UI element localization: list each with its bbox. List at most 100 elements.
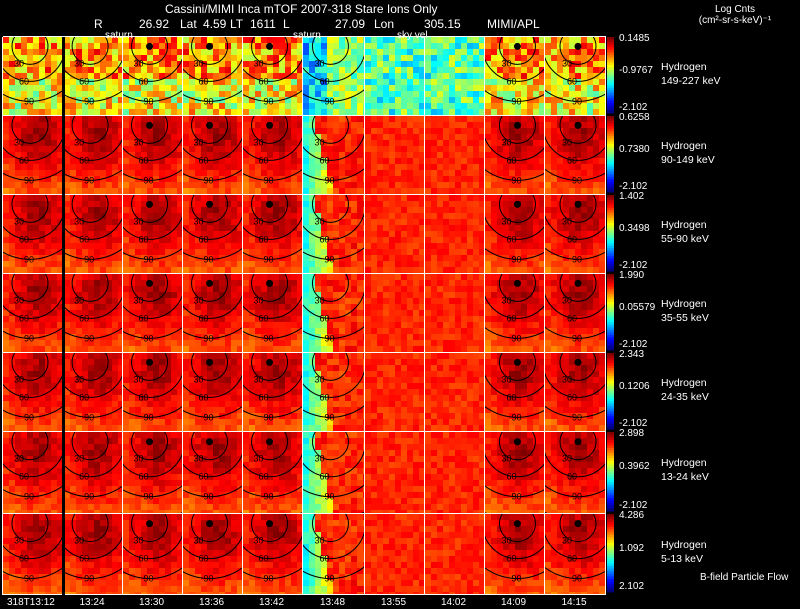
contour-label: 30: [194, 374, 204, 384]
contour-label: 90: [511, 492, 521, 502]
colorbar-step: [607, 579, 614, 583]
contour-label: 60: [79, 392, 89, 402]
colorbar-step: [607, 186, 614, 190]
colorbar-step: [607, 334, 614, 338]
colorbar-step: [607, 195, 614, 199]
x-tick-label-5: 13:48: [320, 597, 346, 608]
contour-label: 30: [501, 137, 511, 147]
contour-label: 60: [506, 155, 516, 165]
species-label-5: Hydrogen: [661, 457, 707, 469]
colorbar-step: [607, 403, 614, 407]
colorbar-step: [607, 164, 614, 168]
contour-label: 30: [74, 216, 84, 226]
colorbar-step: [607, 327, 614, 331]
heatmap-cell-r3-c2: [123, 274, 182, 352]
contour-label: 30: [134, 374, 144, 384]
colorbar-step: [607, 294, 614, 298]
colorbar-step: [607, 176, 614, 180]
contour-label: 60: [259, 76, 269, 86]
colorbar-step: [607, 521, 614, 525]
contour-label: 60: [567, 76, 577, 86]
colorbar-step: [607, 102, 614, 106]
species-label-2: Hydrogen: [661, 218, 707, 231]
contour-label: 60: [259, 472, 269, 482]
colorbar-step: [607, 200, 614, 204]
colorbar-step: [607, 445, 614, 449]
contour-label: 60: [139, 234, 149, 244]
colorbar-step: [607, 143, 614, 147]
heatmap-cell-r1-c3: [183, 116, 242, 194]
contour-label: 60: [139, 313, 149, 323]
contour-label: 90: [144, 574, 154, 584]
heatmap-cell-r5-c9: [545, 432, 605, 513]
colorbar-step: [607, 406, 614, 410]
colorbar-step: [607, 573, 614, 577]
heatmap-cell-r3-c6: [365, 274, 424, 352]
contour-label: 30: [74, 137, 84, 147]
colorbar-step: [607, 482, 614, 486]
contour-label: 90: [24, 254, 34, 264]
heatmap-cell-r1-c9: [545, 116, 605, 194]
colorbar-step: [607, 72, 614, 76]
x-tick-label-0: 318T13:12: [7, 597, 55, 608]
saturn-marker: [266, 42, 274, 50]
contour-label: 90: [84, 175, 94, 185]
contour-label: 90: [572, 96, 582, 106]
colorbar-step: [607, 263, 614, 267]
colorbar-step: [607, 439, 614, 444]
colorbar-step: [607, 146, 614, 150]
contour-label: 90: [511, 333, 521, 343]
colorbar-step: [607, 432, 614, 436]
colorbar-step: [607, 396, 614, 400]
contour-label: 60: [567, 155, 577, 165]
lt-value: 1611: [250, 17, 276, 31]
colorbar-step: [607, 42, 614, 46]
heatmap-cell-r0-c3: [183, 37, 242, 115]
colorbar-step: [607, 378, 614, 382]
colorbar-step: [607, 39, 614, 43]
contour-label: 60: [199, 313, 209, 323]
colorbar-step: [607, 540, 614, 544]
contour-label: 30: [194, 454, 204, 464]
column-separator: [62, 37, 65, 595]
saturn-marker: [146, 520, 154, 528]
colorbar-max-0: 0.1485: [619, 33, 650, 44]
colorbar-step: [607, 380, 614, 384]
colorbar-max-5: 2.898: [619, 428, 645, 439]
colorbar-step: [607, 189, 614, 193]
colorbar-step: [607, 52, 614, 56]
contour-label: 30: [194, 536, 204, 546]
contour-lines: [0, 0, 656, 602]
colorbar-step: [607, 375, 614, 379]
contour-label: 90: [264, 175, 274, 185]
contour-label: 30: [562, 58, 572, 68]
heatmap-cell-r2-c0: [3, 195, 63, 273]
contour-label: 90: [572, 492, 582, 502]
colorbar-step: [607, 365, 614, 369]
contour-label: 30: [74, 374, 84, 384]
colorbar-mid-3: 0.05579: [619, 301, 656, 313]
heatmap-cell-r2-c7: [425, 195, 484, 273]
contour-label: 60: [79, 313, 89, 323]
contour-label: 30: [501, 58, 511, 68]
colorbar-step: [607, 268, 614, 272]
colorbar-step: [607, 363, 614, 367]
colorbar-max-1: 0.6258: [619, 112, 650, 123]
contour-label: 30: [14, 216, 24, 226]
lon-label: Lon: [374, 17, 395, 31]
contour-label: 30: [501, 374, 511, 384]
colorbar-step: [607, 281, 614, 285]
colorbar-step: [607, 253, 614, 257]
contour-label: 90: [264, 574, 274, 584]
contour-label: 60: [19, 234, 29, 244]
heatmap-cell-r5-c2: [123, 432, 182, 513]
heatmap-cell-r1-c7: [425, 116, 484, 194]
saturn-marker: [206, 358, 214, 366]
colorbar-max-4: 2.343: [619, 349, 645, 360]
energy-label-0: 149-227 keV: [661, 74, 721, 87]
colorbar-step: [607, 576, 614, 580]
colorbar-step: [607, 503, 614, 507]
colorbar-step: [607, 555, 614, 559]
colorbar-step: [607, 235, 614, 239]
colorbar-step: [607, 64, 614, 68]
